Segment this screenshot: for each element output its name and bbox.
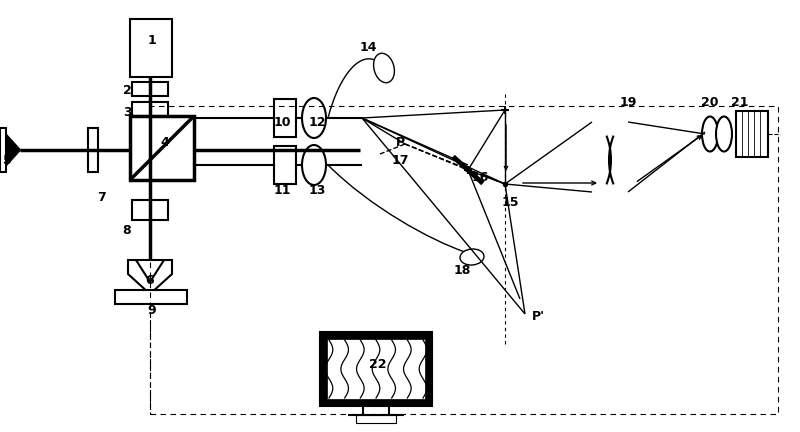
Bar [150,106,778,414]
Bar [356,415,396,423]
Text: 5: 5 [2,153,11,166]
Text: 12: 12 [308,115,326,128]
Bar [88,128,98,172]
Bar [130,19,172,77]
Text: 6: 6 [146,273,154,286]
Bar [274,146,296,184]
Ellipse shape [460,249,484,265]
Polygon shape [0,128,20,172]
Ellipse shape [374,53,394,83]
Text: 17: 17 [391,153,409,166]
Text: 1: 1 [148,34,156,47]
Text: 14: 14 [359,41,377,54]
Bar [274,99,296,137]
Ellipse shape [584,119,636,201]
Text: 10: 10 [274,115,290,128]
Bar [327,339,425,399]
Bar [115,290,187,304]
Ellipse shape [302,145,326,185]
Text: 21: 21 [731,95,749,108]
Bar [132,200,168,220]
Bar [132,82,168,96]
Text: 15: 15 [502,196,518,209]
Text: 3: 3 [122,105,131,118]
Text: 9: 9 [148,304,156,317]
Text: 4: 4 [161,136,170,149]
Text: 2: 2 [122,83,131,96]
Bar [736,111,768,157]
Text: 13: 13 [308,184,326,197]
Text: P: P [395,136,405,149]
Ellipse shape [702,117,718,152]
Ellipse shape [716,117,732,152]
Bar [320,332,432,406]
Text: 19: 19 [619,95,637,108]
Bar [132,102,168,116]
Text: 18: 18 [454,264,470,276]
Text: 7: 7 [98,191,106,203]
Bar [0,128,6,172]
Text: 8: 8 [122,223,131,236]
Bar [130,116,194,180]
Text: 16: 16 [471,171,489,184]
Polygon shape [128,260,172,294]
Text: 20: 20 [702,95,718,108]
Ellipse shape [302,98,326,138]
Text: 22: 22 [370,358,386,371]
Text: P': P' [531,311,545,324]
Text: 11: 11 [274,184,290,197]
